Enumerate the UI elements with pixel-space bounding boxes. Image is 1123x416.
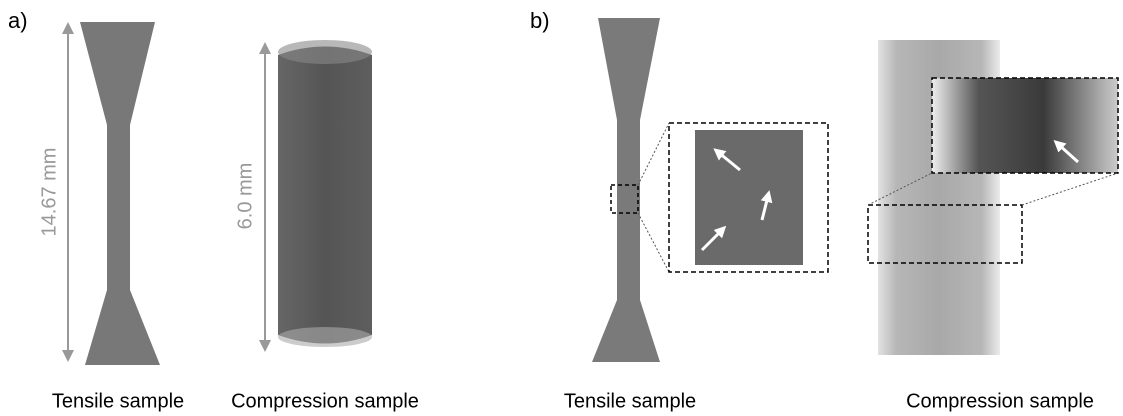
- compression-sample-image: [278, 47, 372, 344]
- figure: a) 14.67 mm 6.0 mm Tensile sample Compre…: [0, 0, 1123, 416]
- panel-label: b): [530, 8, 550, 33]
- tensile-sample-image: [592, 18, 660, 362]
- zoom-image: [695, 130, 803, 265]
- cylinder-top: [278, 40, 372, 64]
- caption: Tensile sample: [52, 390, 184, 412]
- zoom-line: [638, 213, 669, 272]
- caption: Compression sample: [906, 390, 1094, 412]
- caption: Tensile sample: [564, 390, 696, 412]
- zoom-line: [638, 123, 669, 185]
- zoom-box: [932, 78, 1118, 173]
- zoom-line: [1022, 173, 1118, 205]
- cylinder-bottom: [278, 327, 372, 347]
- tensile-sample-image: [80, 22, 160, 365]
- dimension-label: 14.67 mm: [38, 148, 60, 237]
- panel-label: a): [8, 8, 28, 33]
- dimension-label: 6.0 mm: [234, 163, 256, 230]
- caption: Compression sample: [231, 390, 419, 412]
